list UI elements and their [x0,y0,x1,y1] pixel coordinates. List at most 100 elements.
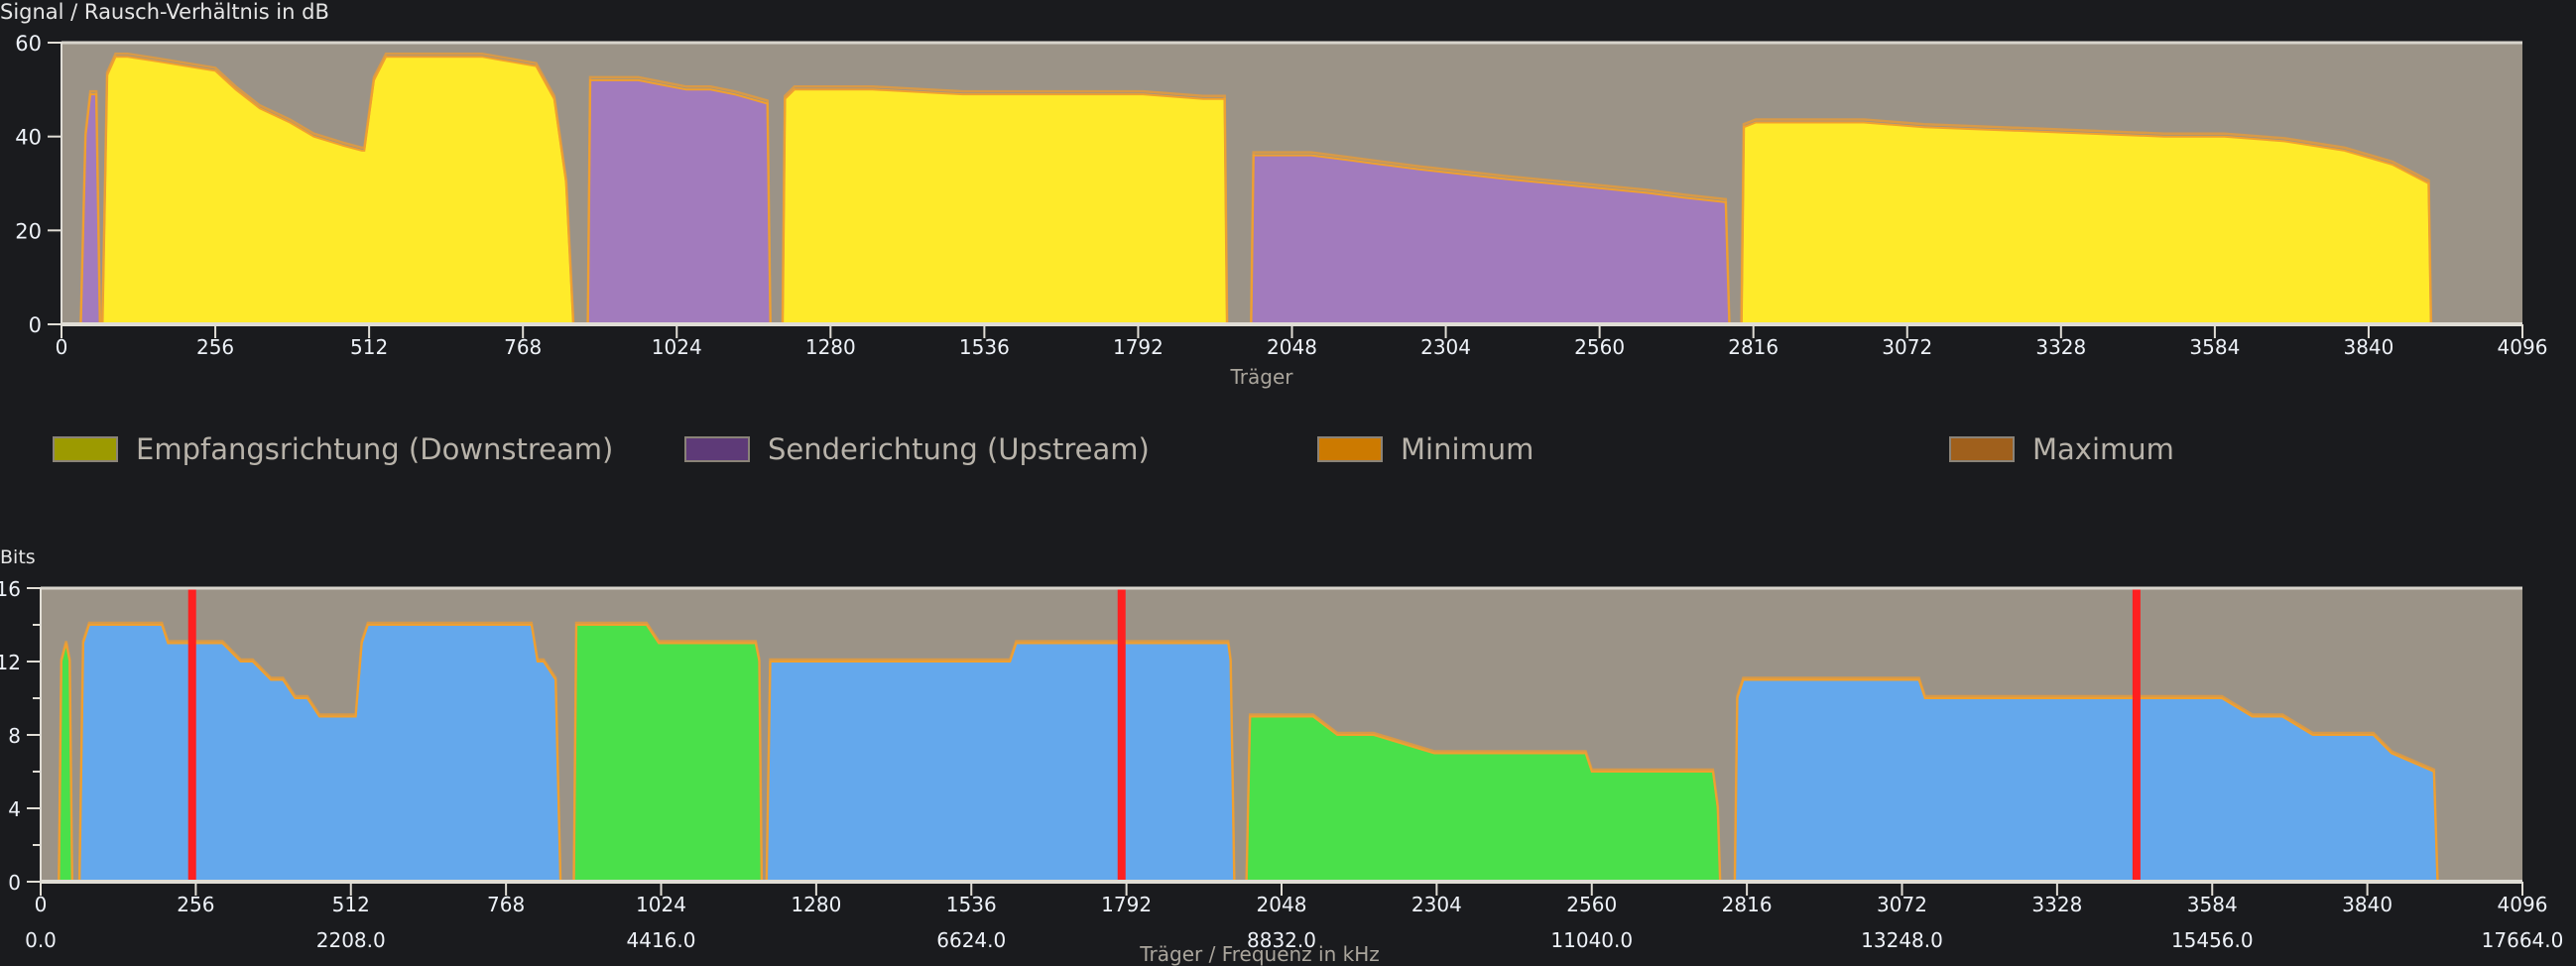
x-tick-label: 2304 [1420,335,1471,359]
legend-label: Maximum [2032,432,2174,466]
minimum-swatch-icon [1317,436,1383,462]
x-tick-label: 2048 [1267,335,1317,359]
maximum-swatch-icon [1949,436,2015,462]
y-tick-label: 16 [0,577,21,601]
x-tick-label: 1536 [959,335,1010,359]
x-tick-label: 2816 [1722,893,1773,916]
x-tick-khz-label: 13248.0 [1861,928,1943,952]
maximum-line [1250,151,1731,325]
y-tick-label: 20 [15,219,42,243]
marker-line [187,588,196,882]
legend-item-downstream[interactable]: Empfangsrichtung (Downstream) [53,432,613,466]
legend-label: Senderichtung (Upstream) [768,432,1150,466]
x-tick-khz-label: 8832.0 [1247,928,1316,952]
downstream-area [1734,679,2438,882]
minimum-line [58,643,73,883]
minimum-line [1245,715,1722,883]
downstream-area [766,643,1235,882]
x-tick-label: 0 [56,335,68,359]
legend-label: Minimum [1401,432,1534,466]
x-tick-label: 4096 [2498,335,2548,359]
x-tick-label: 2560 [1566,893,1617,916]
upstream-area [59,643,72,882]
x-tick-label: 3072 [1877,893,1927,916]
x-tick-label: 256 [177,893,214,916]
x-tick-khz-label: 15456.0 [2171,928,2254,952]
x-tick-label: 3840 [2342,893,2392,916]
legend-item-upstream[interactable]: Senderichtung (Upstream) [684,432,1150,466]
maximum-line [100,52,575,325]
downstream-swatch-icon [53,436,118,462]
downstream-area [79,625,561,882]
minimum-line [78,624,562,883]
x-tick-label: 3584 [2187,893,2238,916]
x-tick-khz-label: 6624.0 [936,928,1006,952]
minimum-line [1733,678,2439,883]
x-tick-label: 512 [332,893,370,916]
x-tick-khz-label: 0.0 [25,928,57,952]
x-tick-label: 1792 [1101,893,1152,916]
x-tick-label: 1024 [652,335,702,359]
downstream-area [782,89,1228,324]
marker-line [2132,588,2141,882]
x-tick-khz-label: 17664.0 [2482,928,2564,952]
x-tick-khz-label: 4416.0 [627,928,696,952]
marker-line [1117,588,1126,882]
x-tick-label: 2304 [1411,893,1462,916]
x-tick-label: 2560 [1574,335,1625,359]
x-tick-label: 1792 [1113,335,1164,359]
x-tick-khz-label: 11040.0 [1550,928,1633,952]
snr-chart: 0 20 40 60 0 256 512 768 1024 1280 1536 1792 2048 230… [15,32,2548,359]
minimum-line [586,78,772,325]
upstream-area [1251,155,1730,324]
x-tick-label: 1536 [946,893,997,916]
y-tick-label: 40 [15,126,42,150]
y-tick-label: 0 [29,313,42,337]
minimum-line [765,642,1236,883]
y-tick-label: 4 [8,797,21,821]
snr-x-axis-title: Träger [1230,365,1293,389]
x-tick-label: 2816 [1728,335,1779,359]
x-tick-label: 0 [35,893,48,916]
x-tick-label: 512 [350,335,388,359]
x-tick-label: 2048 [1257,893,1307,916]
minimum-line [1740,121,2432,325]
x-tick-label: 1280 [791,893,841,916]
x-tick-khz-label: 2208.0 [316,928,386,952]
x-tick-label: 768 [504,335,542,359]
x-tick-label: 768 [487,893,525,916]
y-tick-label: 0 [8,871,21,895]
x-tick-label: 3840 [2343,335,2393,359]
minimum-line [101,56,575,325]
minimum-line [79,93,101,325]
x-tick-label: 256 [196,335,234,359]
legend: Empfangsrichtung (Downstream) Sendericht… [0,432,2576,472]
legend-label: Empfangsrichtung (Downstream) [136,432,614,466]
y-tick-label: 8 [8,724,21,748]
x-tick-label: 3584 [2189,335,2240,359]
x-tick-label: 4096 [2498,893,2548,916]
minimum-line [781,88,1229,325]
upstream-swatch-icon [684,436,750,462]
maximum-line [1740,118,2433,325]
x-tick-label: 3328 [2035,335,2086,359]
upstream-area [587,79,771,325]
snr-chart-title: Signal / Rausch-Verhältnis in dB [0,0,329,24]
legend-item-maximum[interactable]: Maximum [1949,432,2174,466]
y-tick-label: 60 [15,32,42,56]
minimum-line [572,624,763,883]
y-tick-label: 12 [0,651,21,674]
bits-chart-title: Bits [0,546,36,568]
x-tick-label: 1280 [805,335,856,359]
x-tick-label: 3072 [1882,335,1932,359]
legend-item-minimum[interactable]: Minimum [1317,432,1533,466]
upstream-area [1246,716,1721,882]
maximum-line [781,85,1229,325]
bits-x-axis-title: Träger / Frequenz in kHz [1140,942,1380,966]
maximum-line [1733,676,2439,883]
upstream-area [573,625,762,882]
maximum-line [586,75,772,325]
x-tick-label: 1024 [636,893,686,916]
x-tick-label: 3328 [2031,893,2082,916]
